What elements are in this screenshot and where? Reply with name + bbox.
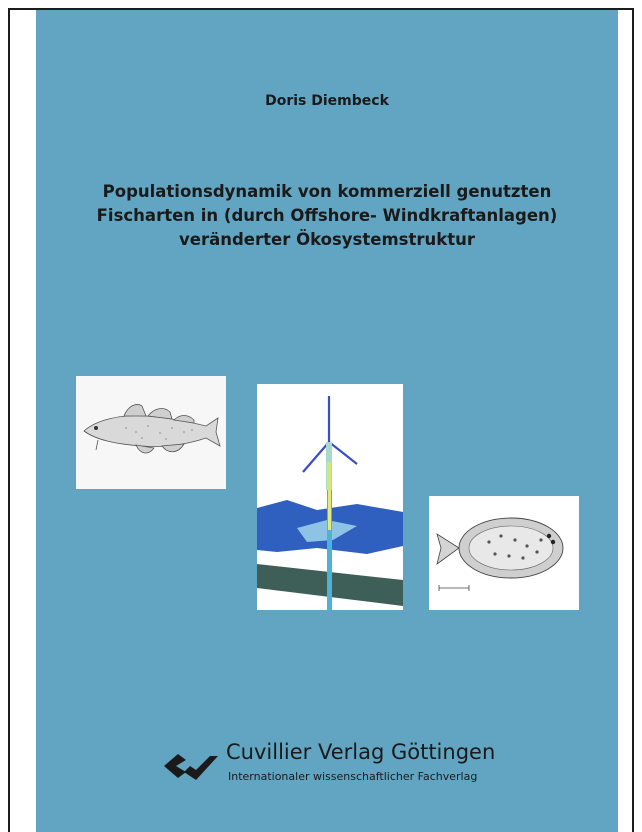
title-line-2: Fischarten in (durch Offshore- Windkraft… xyxy=(96,206,558,225)
book-cover: Doris Diembeck Populationsdynamik von ko… xyxy=(36,10,618,832)
title-line-3: veränderter Ökosystemstruktur xyxy=(179,230,475,249)
book-title: Populationsdynamik von kommerziell genut… xyxy=(56,180,598,252)
publisher-logo-icon xyxy=(164,754,218,780)
sea-surface-model xyxy=(257,490,403,610)
publisher-tagline: Internationaler wissenschaftlicher Fachv… xyxy=(228,770,478,783)
author-name: Doris Diembeck xyxy=(265,93,389,109)
cod-fish-drawing xyxy=(76,376,226,489)
plaice-fish-drawing xyxy=(429,496,579,610)
wind-turbine-model xyxy=(257,384,403,490)
title-line-1: Populationsdynamik von kommerziell genut… xyxy=(102,182,552,201)
publisher-name: Cuvillier Verlag Göttingen xyxy=(226,740,496,764)
publisher-block: Cuvillier Verlag Göttingen International… xyxy=(154,740,534,800)
